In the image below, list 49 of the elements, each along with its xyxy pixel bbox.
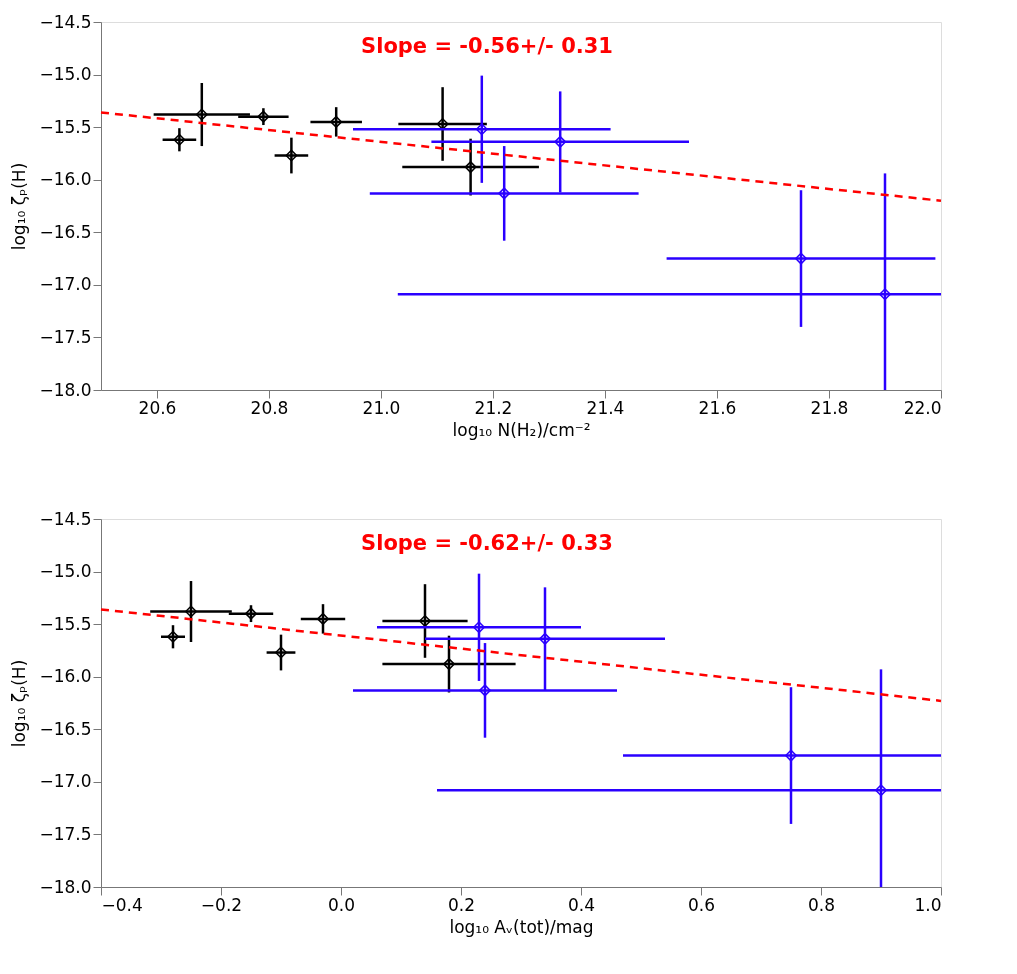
- point: [795, 252, 807, 265]
- x-tick-label: 21.0: [362, 397, 401, 418]
- x-tick-label: −0.2: [200, 894, 243, 915]
- y-tick-label: −16.0: [39, 666, 92, 687]
- x-tick-label: 0.0: [327, 894, 356, 915]
- point: [173, 133, 186, 146]
- point: [498, 187, 511, 200]
- point: [879, 288, 891, 301]
- x-tick-label: 0.6: [687, 894, 716, 915]
- x-axis-title: log₁₀ N(H₂)/cm⁻²: [452, 419, 591, 440]
- y-tick-label: −17.0: [39, 274, 92, 295]
- x-axis-title: log₁₀ Aᵥ(tot)/mag: [449, 916, 594, 937]
- y-tick-label: −14.5: [39, 508, 92, 529]
- x-tick-label: 22.0: [903, 397, 942, 418]
- y-tick-label: −17.0: [39, 771, 92, 792]
- x-tick-label: −0.4: [101, 894, 143, 915]
- y-tick-label: −18.0: [39, 379, 92, 400]
- y-tick-label: −14.5: [39, 11, 92, 32]
- y-tick-label: −17.5: [39, 823, 92, 844]
- y-tick-label: −17.5: [39, 326, 92, 347]
- point: [195, 108, 208, 121]
- point: [475, 123, 488, 136]
- x-tick-label: 21.6: [698, 397, 737, 418]
- point: [257, 110, 270, 123]
- annotation: Slope = -0.62+/- 0.33: [361, 531, 613, 555]
- point: [464, 161, 477, 174]
- annotation: Slope = -0.56+/- 0.31: [361, 34, 613, 58]
- x-tick-label: 0.8: [807, 894, 836, 915]
- point: [285, 149, 298, 162]
- y-tick-label: −16.5: [39, 221, 92, 242]
- x-tick-label: 1.0: [914, 894, 942, 915]
- y-tick-label: −16.0: [39, 169, 92, 190]
- y-tick-label: −18.0: [39, 876, 92, 897]
- y-tick-label: −15.5: [39, 613, 92, 634]
- x-tick-label: 20.6: [138, 397, 177, 418]
- point: [330, 115, 343, 128]
- y-tick-label: −15.5: [39, 116, 92, 137]
- x-tick-label: 21.2: [474, 397, 513, 418]
- y-tick-label: −15.0: [39, 561, 92, 582]
- x-tick-label: 0.4: [567, 894, 596, 915]
- point: [554, 135, 567, 148]
- x-tick-label: 21.8: [810, 397, 849, 418]
- y-tick-label: −15.0: [39, 64, 92, 85]
- y-axis-title: log₁₀ ζₚ(H): [9, 659, 30, 748]
- x-tick-label: 21.4: [586, 397, 625, 418]
- x-tick-label: 20.8: [250, 397, 289, 418]
- y-axis-title: log₁₀ ζₚ(H): [9, 162, 30, 251]
- y-tick-label: −16.5: [39, 718, 92, 739]
- x-tick-label: 0.2: [447, 894, 476, 915]
